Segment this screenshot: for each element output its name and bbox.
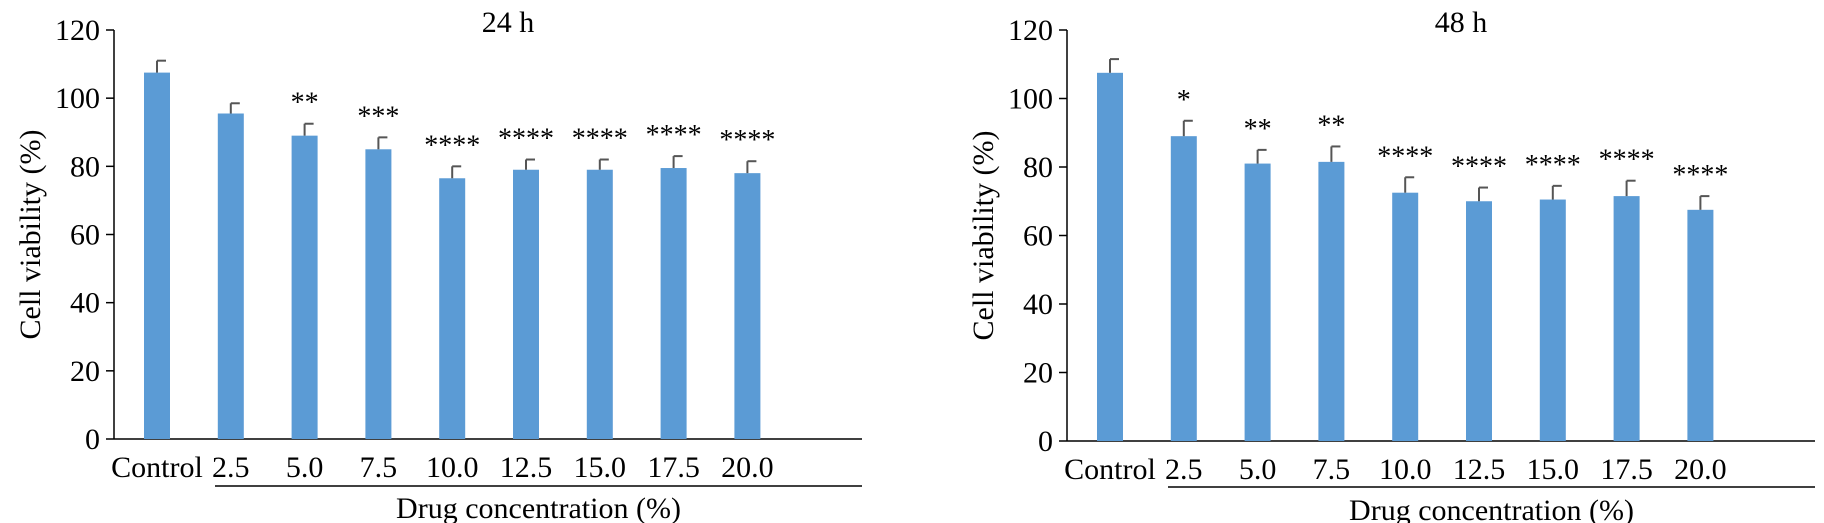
- y-tick-label: 100: [55, 82, 100, 115]
- significance-label: ****: [1672, 160, 1728, 191]
- bar: [217, 113, 244, 440]
- significance-label: ***: [357, 101, 399, 132]
- bar: [513, 169, 539, 439]
- bar: [660, 168, 687, 439]
- x-tick-label: 5.0: [286, 451, 324, 484]
- x-tick-label: 17.5: [647, 451, 700, 484]
- y-tick-label: 60: [70, 219, 100, 252]
- x-tick-label: 15.0: [1527, 453, 1580, 486]
- x-tick-label: 12.5: [500, 451, 553, 484]
- chart-panel-2: 48 h 0 20 40 60 80 100 120 Cell viability (%) Con…: [967, 6, 1815, 523]
- x-tick-label: 10.0: [1379, 453, 1432, 486]
- x-tick-label: 17.5: [1600, 453, 1653, 486]
- x-tick-label: 15.0: [574, 451, 627, 484]
- bar: [1392, 192, 1419, 441]
- y-tick-label: 0: [1038, 425, 1053, 458]
- chart-title: 24 h: [482, 6, 535, 39]
- x-tick-label: 7.5: [1313, 453, 1351, 486]
- x-tick-label: 20.0: [1674, 453, 1727, 486]
- significance-label: ****: [719, 125, 775, 156]
- x-tick-label: 20.0: [721, 451, 774, 484]
- x-tick-label: 2.5: [1165, 453, 1203, 486]
- y-tick-label: 80: [70, 150, 100, 183]
- significance-label: ****: [424, 130, 480, 161]
- bar: [1613, 196, 1640, 441]
- bar: [1244, 163, 1271, 441]
- x-tick-label: 12.5: [1453, 453, 1506, 486]
- x-tick-label: 2.5: [212, 451, 250, 484]
- y-tick-label: 0: [85, 423, 100, 456]
- x-axis-title: Drug concentration (%): [396, 492, 681, 523]
- bar: [144, 72, 170, 440]
- y-tick-label: 80: [1023, 151, 1053, 184]
- y-tick-label: 120: [55, 14, 100, 47]
- chart-panel-1: 24 h 0 20 40 60 80 100 120 Cell viability (%) Con…: [14, 6, 862, 523]
- significance-label: **: [1244, 114, 1272, 145]
- significance-label: ****: [498, 124, 554, 155]
- y-axis-title: Cell viability (%): [14, 130, 47, 340]
- bar: [1539, 199, 1566, 441]
- significance-label: **: [1317, 110, 1345, 141]
- y-tick-label: 120: [1008, 14, 1053, 47]
- y-tick-label: 40: [70, 287, 100, 320]
- bar: [1170, 136, 1197, 442]
- y-axis-title: Cell viability (%): [967, 131, 1000, 341]
- y-tick-label: 60: [1023, 220, 1053, 253]
- significance-label: ****: [1451, 152, 1507, 183]
- x-axis-title: Drug concentration (%): [1349, 494, 1634, 523]
- x-tick-label: 5.0: [1239, 453, 1277, 486]
- bar: [1318, 161, 1345, 442]
- bar: [439, 178, 466, 439]
- bar: [365, 149, 392, 439]
- bar: [1466, 201, 1492, 441]
- bar: [1097, 72, 1123, 441]
- significance-label: ****: [1525, 150, 1581, 181]
- y-tick-label: 20: [70, 355, 100, 388]
- bar: [586, 169, 613, 439]
- significance-label: **: [291, 88, 319, 119]
- x-tick-label: Control: [111, 451, 203, 484]
- bar: [291, 135, 318, 440]
- significance-label: ****: [572, 124, 628, 155]
- bar: [1687, 209, 1714, 441]
- significance-label: *: [1177, 85, 1191, 116]
- x-tick-label: 10.0: [426, 451, 479, 484]
- bar: [734, 173, 761, 439]
- x-tick-label: Control: [1064, 453, 1156, 486]
- significance-label: ****: [646, 120, 702, 151]
- chart-title: 48 h: [1435, 6, 1488, 39]
- y-tick-label: 100: [1008, 83, 1053, 116]
- y-tick-label: 40: [1023, 288, 1053, 321]
- significance-label: ****: [1599, 145, 1655, 176]
- y-tick-label: 20: [1023, 357, 1053, 390]
- significance-label: ****: [1377, 141, 1433, 172]
- x-tick-label: 7.5: [360, 451, 398, 484]
